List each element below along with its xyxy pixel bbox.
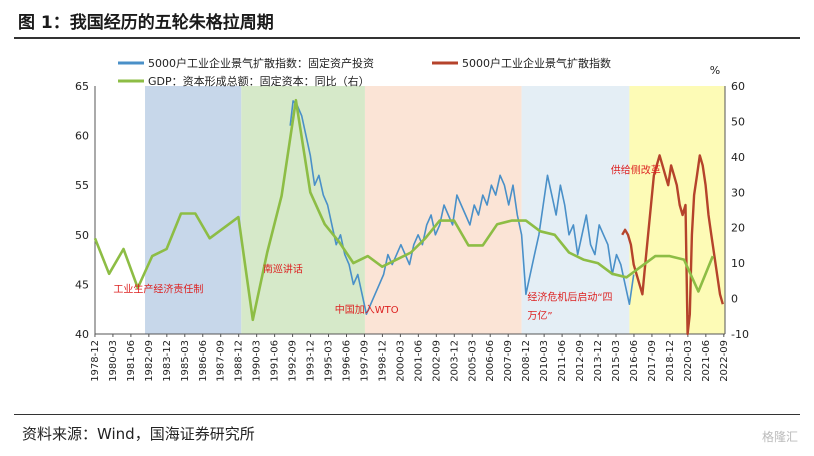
- x-tick-label: 2003-12: [449, 340, 460, 382]
- x-tick-label: 1995-03: [324, 340, 335, 382]
- x-tick-label: 1982-09: [144, 340, 155, 382]
- shaded-period-4: [521, 86, 630, 334]
- annotation-5: 万亿”: [527, 309, 552, 322]
- annotation-1: 工业生产经济责任制: [113, 282, 203, 295]
- x-tick-label: 1998-12: [377, 340, 388, 382]
- x-tick-label: 2020-03: [683, 340, 694, 382]
- annotation-6: 供给侧改革: [611, 163, 661, 176]
- x-tick-label: 1983-12: [162, 340, 173, 382]
- x-tick-label: 2008-12: [521, 340, 532, 382]
- series-line-2: [621, 154, 724, 336]
- x-tick-label: 1996-06: [341, 340, 352, 382]
- x-tick-label: 1981-06: [126, 340, 137, 382]
- right-tick-label: 0: [731, 293, 738, 306]
- x-tick-label: 2015-03: [611, 340, 622, 382]
- series-line-1: [289, 100, 635, 316]
- annotation-2: 南巡讲话: [263, 262, 303, 275]
- x-tick-label: 1985-03: [180, 340, 191, 382]
- x-tick-label: 2013-12: [593, 340, 604, 382]
- annotation-3: 中国加入WTO: [335, 303, 399, 316]
- left-tick-label: 60: [75, 130, 89, 143]
- figure-title: 图 1：我国经历的五轮朱格拉周期: [18, 13, 274, 33]
- x-tick-label: 1988-12: [234, 340, 245, 382]
- shaded-period-5: [629, 86, 725, 334]
- x-tick-label: 1986-06: [198, 340, 209, 382]
- right-tick-label: 50: [731, 115, 745, 128]
- x-tick-label: 1990-03: [252, 340, 263, 382]
- x-tick-label: 2010-03: [539, 340, 550, 382]
- x-tick-label: 2022-09: [719, 340, 730, 382]
- right-axis-unit: %: [710, 64, 720, 77]
- x-tick-label: 2016-06: [629, 340, 640, 382]
- x-tick-label: 2018-12: [665, 340, 676, 382]
- left-tick-label: 40: [75, 328, 89, 341]
- x-tick-label: 2017-09: [647, 340, 658, 382]
- annotation-4: 经济危机后启动“四: [527, 290, 612, 303]
- watermark-logo: 格隆汇: [761, 430, 798, 444]
- left-tick-label: 65: [75, 80, 89, 93]
- left-tick-label: 45: [75, 278, 89, 291]
- title-rule: [14, 37, 800, 39]
- legend-label-1: 5000户工业企业景气扩散指数：固定资产投资: [148, 56, 374, 70]
- x-tick-label: 2007-09: [503, 340, 514, 382]
- right-tick-label: 40: [731, 151, 745, 164]
- x-tick-label: 1993-12: [306, 340, 317, 382]
- left-tick-label: 55: [75, 179, 89, 192]
- source-rule: [14, 414, 800, 415]
- series-line-3: [93, 98, 715, 322]
- x-tick-label: 2002-09: [431, 340, 442, 382]
- x-tick-label: 1980-03: [108, 340, 119, 382]
- x-tick-label: 2011-06: [557, 340, 568, 382]
- legend-label-3: GDP：资本形成总额：固定资本：同比（右）: [148, 74, 370, 88]
- left-tick-label: 50: [75, 229, 89, 242]
- x-tick-label: 2001-06: [413, 340, 424, 382]
- right-tick-label: 10: [731, 257, 745, 270]
- x-tick-label: 1987-09: [216, 340, 227, 382]
- x-tick-label: 2005-03: [467, 340, 478, 382]
- right-tick-label: 20: [731, 222, 745, 235]
- x-tick-label: 1978-12: [90, 340, 101, 382]
- x-tick-label: 2000-03: [395, 340, 406, 382]
- x-tick-label: 1992-09: [288, 340, 299, 382]
- shaded-period-2: [241, 86, 365, 334]
- shaded-period-1: [145, 86, 242, 334]
- right-tick-label: -10: [731, 328, 749, 341]
- x-tick-label: 2012-09: [575, 340, 586, 382]
- legend-label-2: 5000户工业企业景气扩散指数: [462, 56, 611, 70]
- x-tick-label: 1997-09: [359, 340, 370, 382]
- x-tick-label: 2021-06: [701, 340, 712, 382]
- right-tick-label: 30: [731, 186, 745, 199]
- right-tick-label: 60: [731, 80, 745, 93]
- x-tick-label: 2006-06: [485, 340, 496, 382]
- x-tick-label: 1991-06: [270, 340, 281, 382]
- source-note: 资料来源：Wind，国海证券研究所: [22, 425, 255, 443]
